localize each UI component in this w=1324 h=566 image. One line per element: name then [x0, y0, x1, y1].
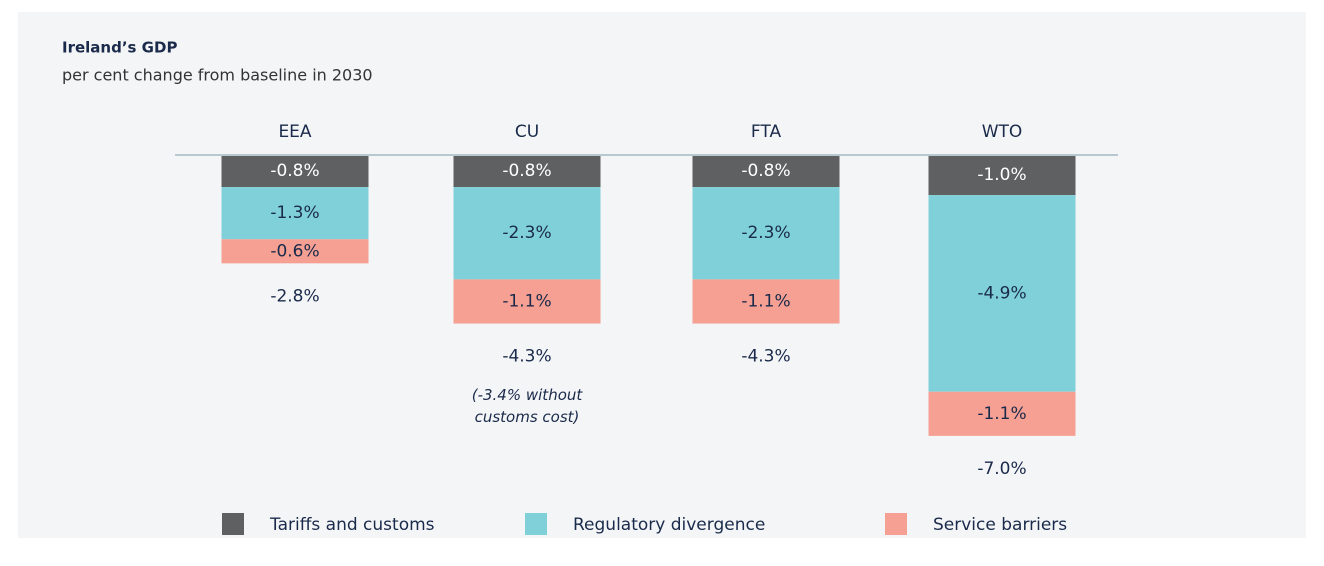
value-label: -1.0%	[977, 165, 1026, 185]
bar-segment	[692, 155, 840, 188]
value-label: -4.9%	[977, 283, 1026, 303]
legend-label: Regulatory divergence	[573, 515, 765, 535]
bar-segment	[453, 155, 601, 188]
legend-label: Service barriers	[933, 515, 1067, 535]
legend-swatch	[885, 513, 907, 535]
value-label: -1.1%	[977, 404, 1026, 424]
category-label: CU	[515, 122, 539, 142]
value-label: -0.8%	[502, 161, 551, 181]
category-label: EEA	[278, 122, 311, 142]
panel	[18, 12, 1306, 538]
value-label: -1.3%	[270, 203, 319, 223]
chart-title: Ireland’s GDP	[62, 39, 177, 57]
category-label: WTO	[982, 122, 1023, 142]
bar-segment	[221, 155, 369, 188]
bar-segment	[692, 187, 840, 280]
bar-segment	[221, 187, 369, 240]
annotation: (-3.4% without customs cost)	[471, 385, 583, 426]
value-label: -0.6%	[270, 241, 319, 261]
total-label: -2.8%	[270, 286, 319, 306]
bar-segment	[928, 391, 1076, 436]
value-label: -1.1%	[741, 291, 790, 311]
value-label: -2.3%	[741, 223, 790, 243]
bar-segment	[692, 279, 840, 324]
bar-segment	[928, 195, 1076, 392]
legend-label: Tariffs and customs	[269, 515, 435, 535]
bar-segment	[928, 155, 1076, 196]
value-label: -0.8%	[741, 161, 790, 181]
legend-swatch	[222, 513, 244, 535]
chart-subtitle: per cent change from baseline in 2030	[62, 66, 373, 85]
bar-segment	[221, 239, 369, 264]
category-label: FTA	[751, 122, 782, 142]
total-label: -4.3%	[502, 347, 551, 367]
legend-swatch	[525, 513, 547, 535]
total-label: -4.3%	[741, 347, 790, 367]
bar-segment	[453, 187, 601, 280]
value-label: -1.1%	[502, 291, 551, 311]
value-label: -2.3%	[502, 223, 551, 243]
total-label: -7.0%	[977, 459, 1026, 479]
bar-segment	[453, 279, 601, 324]
value-label: -0.8%	[270, 161, 319, 181]
